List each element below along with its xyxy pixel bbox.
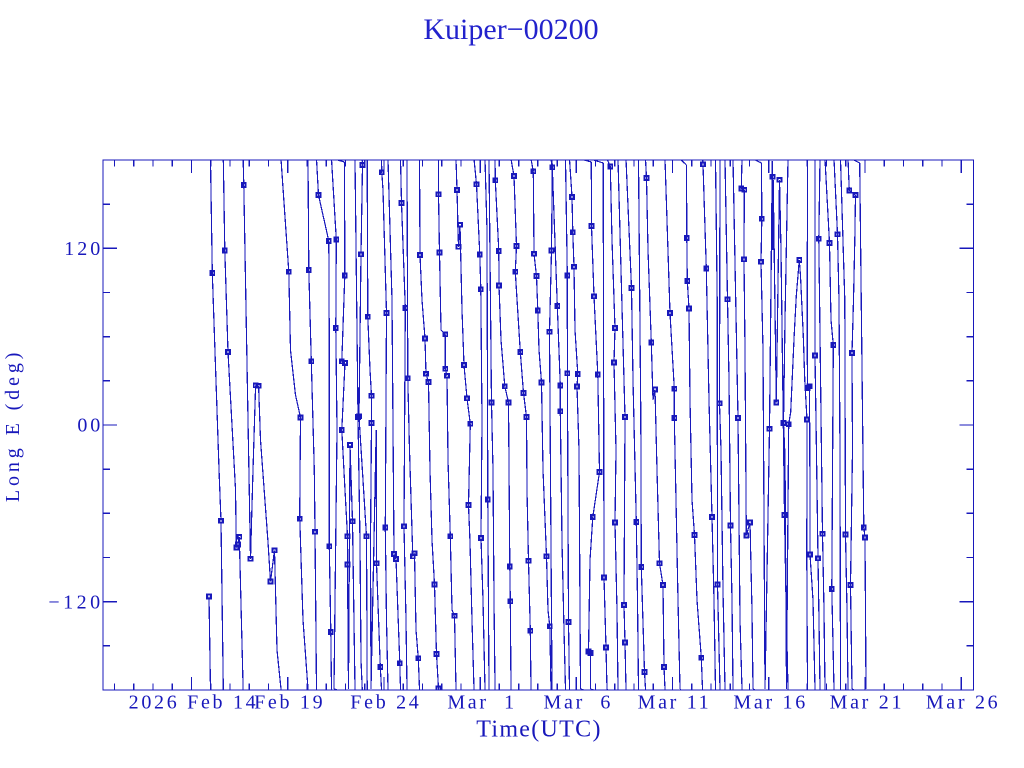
- svg-text:Mar 26: Mar 26: [926, 692, 1001, 714]
- svg-text:Long E (deg): Long E (deg): [2, 349, 24, 502]
- svg-text:Feb 19: Feb 19: [254, 692, 325, 714]
- svg-text:2026 Feb 14: 2026 Feb 14: [129, 692, 259, 714]
- svg-text:Mar 6: Mar 6: [544, 692, 614, 714]
- svg-text:Mar 16: Mar 16: [733, 692, 808, 714]
- svg-text:Feb 24: Feb 24: [350, 692, 421, 714]
- svg-text:Mar 11: Mar 11: [638, 692, 712, 714]
- svg-text:−120: −120: [48, 591, 103, 613]
- svg-text:Kuiper−00200: Kuiper−00200: [423, 13, 598, 46]
- svg-text:120: 120: [64, 238, 103, 260]
- svg-text:Mar 1: Mar 1: [447, 692, 517, 714]
- svg-text:00: 00: [77, 415, 103, 437]
- svg-text:Time(UTC): Time(UTC): [476, 717, 602, 743]
- svg-text:Mar 21: Mar 21: [830, 692, 905, 714]
